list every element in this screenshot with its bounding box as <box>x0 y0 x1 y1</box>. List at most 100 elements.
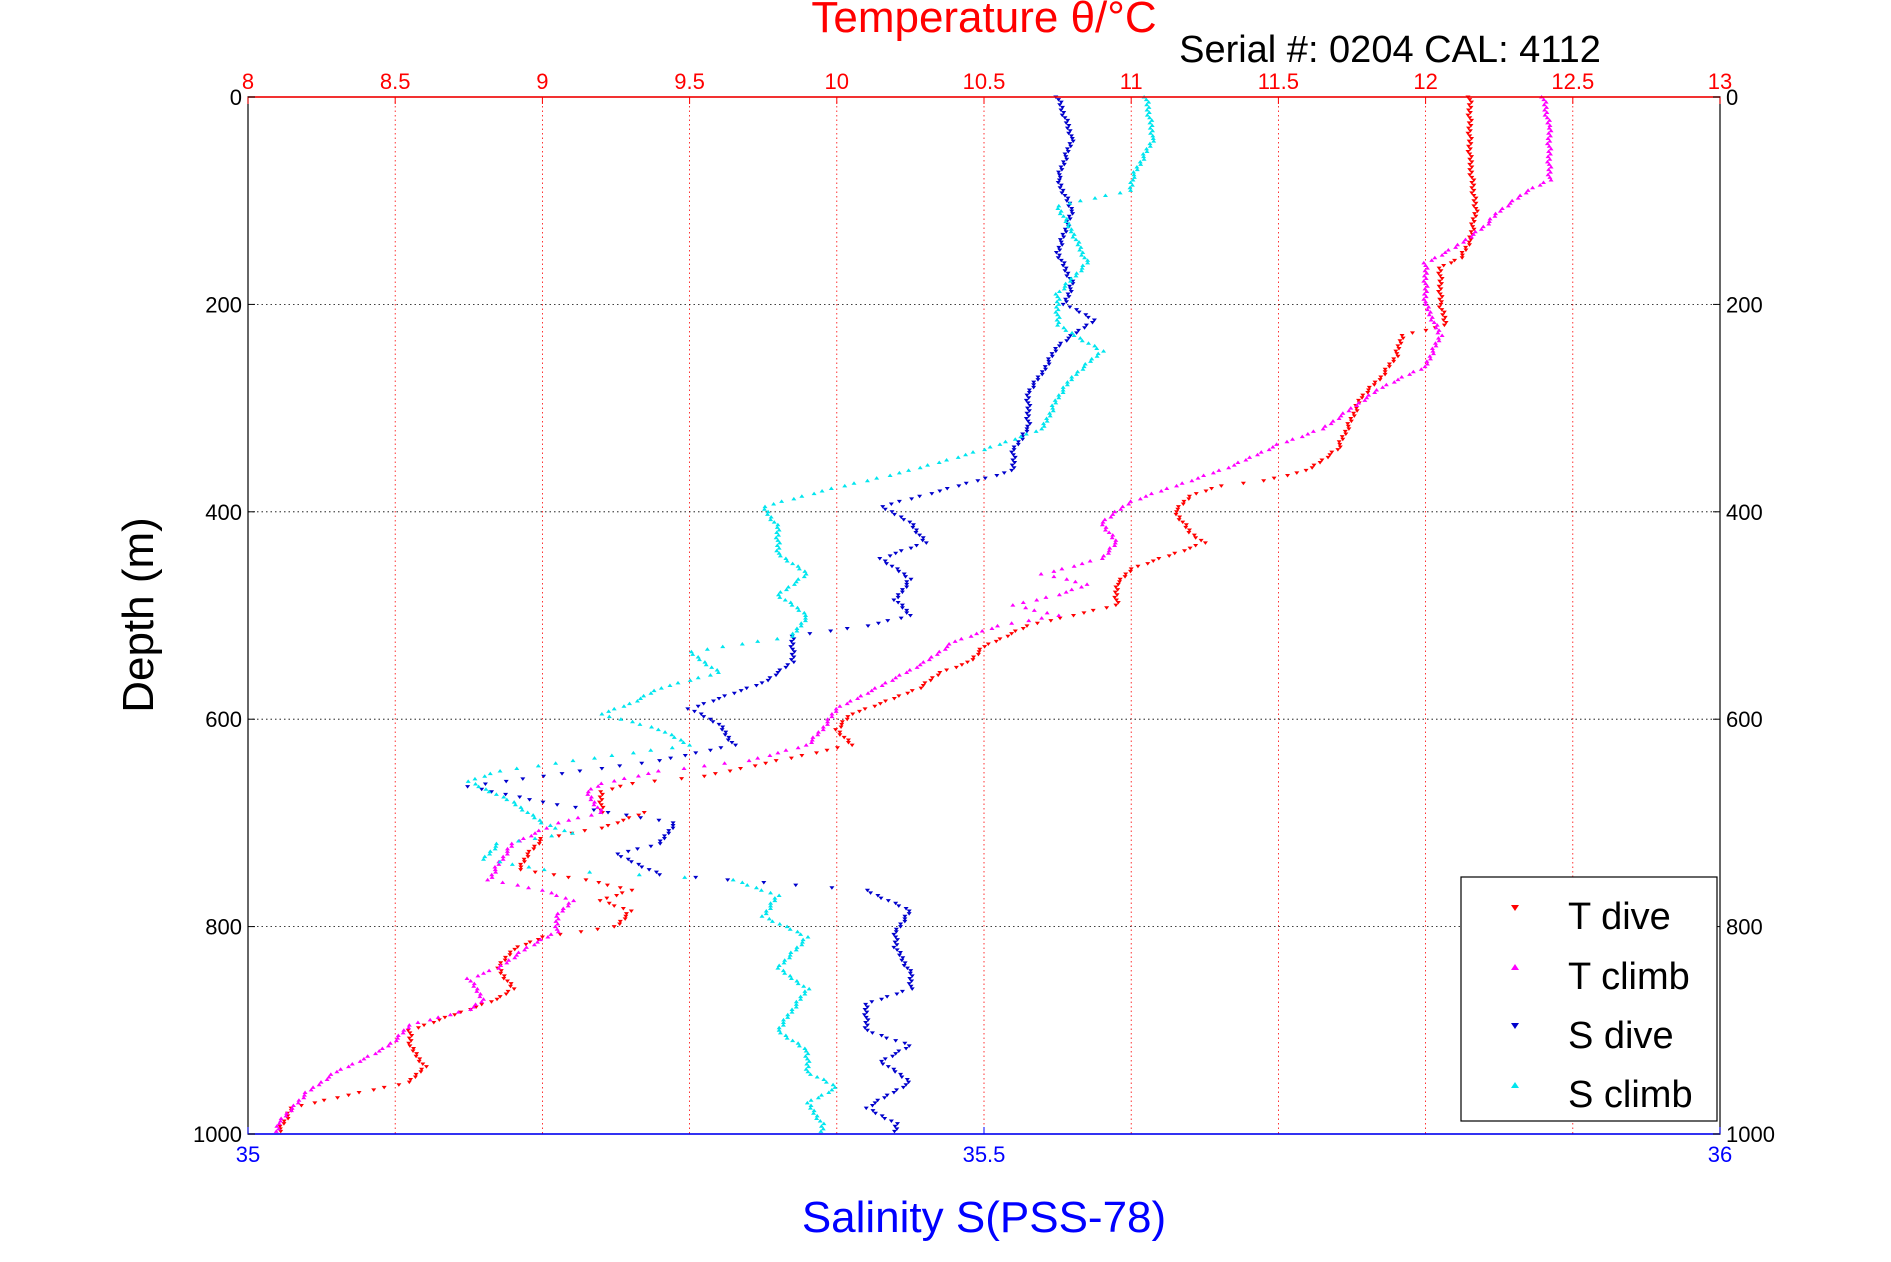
data-point <box>783 556 789 560</box>
data-point <box>1472 229 1478 234</box>
data-point <box>825 719 831 724</box>
data-point <box>793 947 799 952</box>
data-point <box>1317 461 1323 465</box>
data-point <box>518 805 524 809</box>
data-point <box>1055 181 1061 185</box>
left-tick-label: 200 <box>205 292 242 317</box>
data-point <box>776 893 782 897</box>
data-point <box>669 732 675 737</box>
data-point <box>1035 375 1041 379</box>
data-point <box>666 831 672 836</box>
legend-marker-s-climb <box>1511 1082 1519 1088</box>
data-point <box>910 523 916 527</box>
data-point <box>1189 478 1195 483</box>
data-point <box>1186 494 1192 499</box>
data-point <box>479 1002 485 1007</box>
data-point <box>501 794 507 799</box>
data-point <box>898 515 904 519</box>
data-point <box>1335 448 1341 452</box>
data-point <box>667 683 673 687</box>
data-point <box>864 1005 870 1009</box>
data-point <box>879 683 885 687</box>
data-point <box>657 873 663 877</box>
data-point <box>774 636 780 641</box>
data-point <box>1345 424 1351 429</box>
data-point <box>693 751 699 755</box>
data-point <box>1340 411 1346 415</box>
data-point <box>1041 421 1047 426</box>
data-point <box>895 595 901 600</box>
data-point <box>798 623 804 628</box>
data-point <box>879 997 885 1002</box>
data-point <box>1046 359 1052 364</box>
data-point <box>518 862 524 867</box>
data-point <box>507 953 513 957</box>
data-point <box>920 536 926 540</box>
data-point <box>1108 514 1114 519</box>
data-point <box>471 981 477 986</box>
data-point <box>806 1064 812 1069</box>
data-point <box>904 580 910 584</box>
data-point <box>1054 299 1060 304</box>
data-point <box>585 792 591 796</box>
data-point <box>531 847 537 851</box>
data-point <box>870 1109 876 1113</box>
data-point <box>882 559 888 564</box>
data-point <box>1465 131 1471 136</box>
data-point <box>907 976 913 981</box>
data-point <box>301 1093 307 1097</box>
data-point <box>547 823 553 827</box>
data-point <box>1353 406 1359 411</box>
data-point <box>758 888 764 892</box>
data-point <box>900 956 906 960</box>
data-point <box>535 937 541 942</box>
data-point <box>1509 198 1515 203</box>
data-point <box>1009 632 1015 636</box>
data-point <box>1158 489 1164 493</box>
data-point <box>1473 201 1479 206</box>
data-point <box>532 836 538 840</box>
data-point <box>1548 146 1554 151</box>
data-point <box>872 1111 878 1116</box>
data-point <box>473 782 479 786</box>
data-point <box>500 880 506 885</box>
data-point <box>583 878 589 882</box>
data-point <box>1035 378 1041 382</box>
data-point <box>585 789 591 794</box>
data-point <box>628 909 634 914</box>
data-point <box>875 1098 881 1103</box>
data-point <box>678 737 684 742</box>
data-point <box>598 807 604 812</box>
data-point <box>1059 566 1065 571</box>
data-point <box>1112 540 1118 545</box>
data-point <box>878 896 884 901</box>
data-point <box>829 712 835 716</box>
data-point <box>493 844 499 848</box>
data-point <box>538 820 544 825</box>
data-point <box>844 717 850 722</box>
data-point <box>472 776 478 781</box>
data-point <box>554 893 560 897</box>
data-point <box>1057 103 1063 107</box>
data-point <box>1060 264 1066 268</box>
data-point <box>1135 564 1141 569</box>
data-point <box>1346 427 1352 431</box>
data-point <box>802 1046 808 1050</box>
data-point <box>902 961 908 965</box>
data-point <box>1147 120 1153 125</box>
data-point <box>788 756 794 761</box>
data-point <box>488 1000 494 1004</box>
data-point <box>997 637 1003 641</box>
data-point <box>913 531 919 535</box>
data-point <box>1337 445 1343 449</box>
data-point <box>1143 494 1149 498</box>
data-point <box>904 966 910 971</box>
data-point <box>1026 618 1032 623</box>
data-point <box>474 989 480 993</box>
data-point <box>471 984 477 988</box>
data-point <box>489 872 495 877</box>
data-point <box>661 834 667 838</box>
data-point <box>553 919 559 923</box>
data-point <box>1038 572 1044 576</box>
data-point <box>863 1015 869 1020</box>
